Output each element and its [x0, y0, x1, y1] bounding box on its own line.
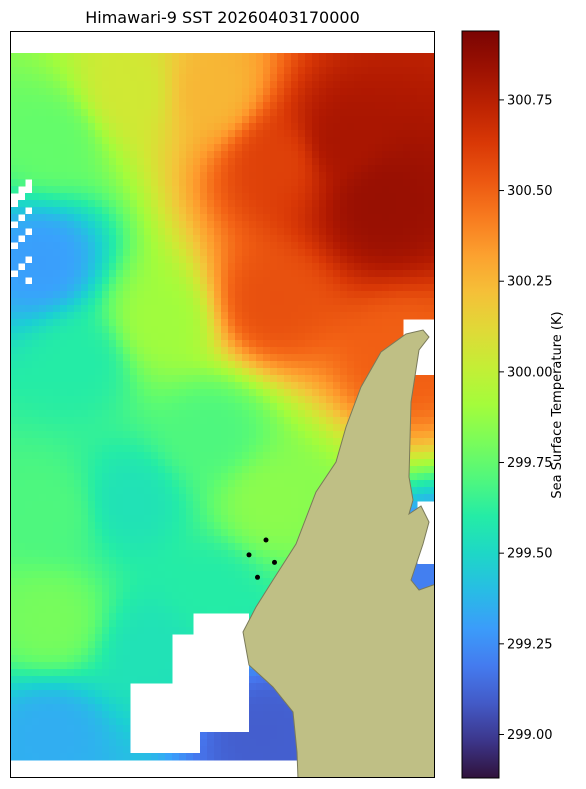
colorbar-tick-label: 300.25	[507, 275, 553, 290]
map-frame	[10, 31, 435, 778]
colorbar-gradient	[461, 30, 500, 779]
observation-marker	[263, 537, 269, 543]
colorbar: 299.00 299.25 299.50 299.75 300.00 300.25 300.…	[461, 30, 553, 779]
colorbar-label: Sea Surface Temperature (K)	[550, 311, 565, 499]
colorbar-ticks: 299.00 299.25 299.50 299.75 300.00 300.25 300.…	[499, 93, 553, 743]
chart-title: Himawari-9 SST 20260403170000	[85, 8, 360, 27]
observation-marker	[255, 574, 260, 580]
colorbar-tick-label: 299.25	[507, 637, 553, 652]
colorbar-tick-label: 299.50	[507, 547, 553, 562]
colorbar-tick-label: 300.50	[507, 184, 553, 199]
observation-markers	[246, 537, 277, 580]
land-peninsula	[242, 329, 434, 777]
colorbar-tick-label: 299.75	[507, 456, 553, 471]
sst-map	[11, 53, 434, 777]
colorbar-tick-label: 299.00	[507, 728, 553, 743]
observation-marker	[272, 559, 277, 565]
colorbar-tick-label: 300.75	[507, 93, 553, 108]
colorbar-tick-label: 300.00	[507, 365, 553, 380]
observation-marker	[246, 552, 252, 558]
